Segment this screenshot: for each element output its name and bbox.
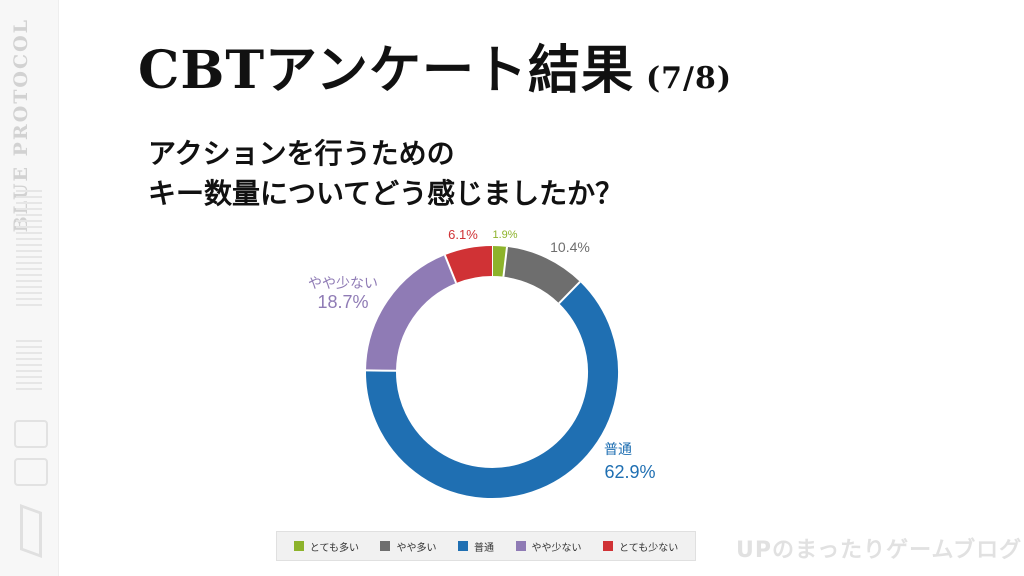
page-indicator: (7/8) bbox=[645, 61, 733, 96]
page-title: CBTアンケート結果 (7/8) bbox=[138, 28, 732, 103]
legend-item-very-few: とても少ない bbox=[603, 539, 678, 554]
watermark: UPのまったりゲームブログ bbox=[736, 538, 1023, 563]
company-logo-icon bbox=[14, 420, 48, 448]
left-branding-strip: BLUE PROTOCOL bbox=[0, 0, 59, 576]
slice-separator bbox=[502, 246, 508, 277]
slice-separator bbox=[558, 281, 581, 304]
question-line-2: キー数量についてどう感じましたか？ bbox=[148, 177, 624, 210]
legend-label: 普通 bbox=[473, 542, 494, 554]
decorative-text-block bbox=[16, 190, 42, 310]
legend-label: とても少ない bbox=[619, 542, 679, 554]
slice-normal bbox=[366, 281, 618, 498]
legend-item-normal: 普通 bbox=[457, 539, 494, 554]
slice-very-few bbox=[444, 246, 493, 284]
legend-swatch bbox=[603, 541, 614, 551]
decorative-text-block bbox=[16, 340, 42, 394]
slice-slightly-many bbox=[502, 246, 580, 304]
label-slightly-few-value: 18.7% bbox=[317, 292, 368, 312]
legend-swatch bbox=[457, 541, 468, 551]
legend-item-slightly-many: やや多い bbox=[380, 539, 436, 554]
legend-label: やや多い bbox=[396, 542, 437, 554]
legend-swatch bbox=[380, 541, 391, 551]
label-slightly-many-value: 10.4% bbox=[550, 239, 590, 255]
chart-legend: とても多い やや多い 普通 やや少ない とても少ない bbox=[276, 531, 696, 561]
question-line-1: アクションを行うための bbox=[148, 137, 455, 170]
label-very-few-value: 6.1% bbox=[448, 227, 478, 242]
survey-question: アクションを行うための キー数量についてどう感じましたか？ bbox=[148, 134, 623, 214]
title-text: CBTアンケート結果 bbox=[138, 40, 634, 101]
slice-separator bbox=[443, 254, 458, 284]
legend-item-very-many: とても多い bbox=[293, 539, 359, 554]
label-very-many-value: 1.9% bbox=[492, 229, 517, 241]
slice-slightly-few bbox=[366, 255, 457, 372]
legend-label: とても多い bbox=[309, 542, 359, 554]
legend-swatch bbox=[515, 541, 526, 551]
label-slightly-few-name: やや少ない bbox=[308, 275, 378, 291]
legend-swatch bbox=[293, 541, 304, 551]
slice-very-many bbox=[491, 246, 508, 277]
rating-logo-icon bbox=[14, 458, 48, 486]
legend-item-slightly-few: やや少ない bbox=[515, 539, 582, 554]
label-normal-value: 62.9% bbox=[604, 462, 655, 482]
label-normal-name: 普通 bbox=[604, 441, 632, 457]
legend-label: やや少ない bbox=[531, 542, 582, 554]
